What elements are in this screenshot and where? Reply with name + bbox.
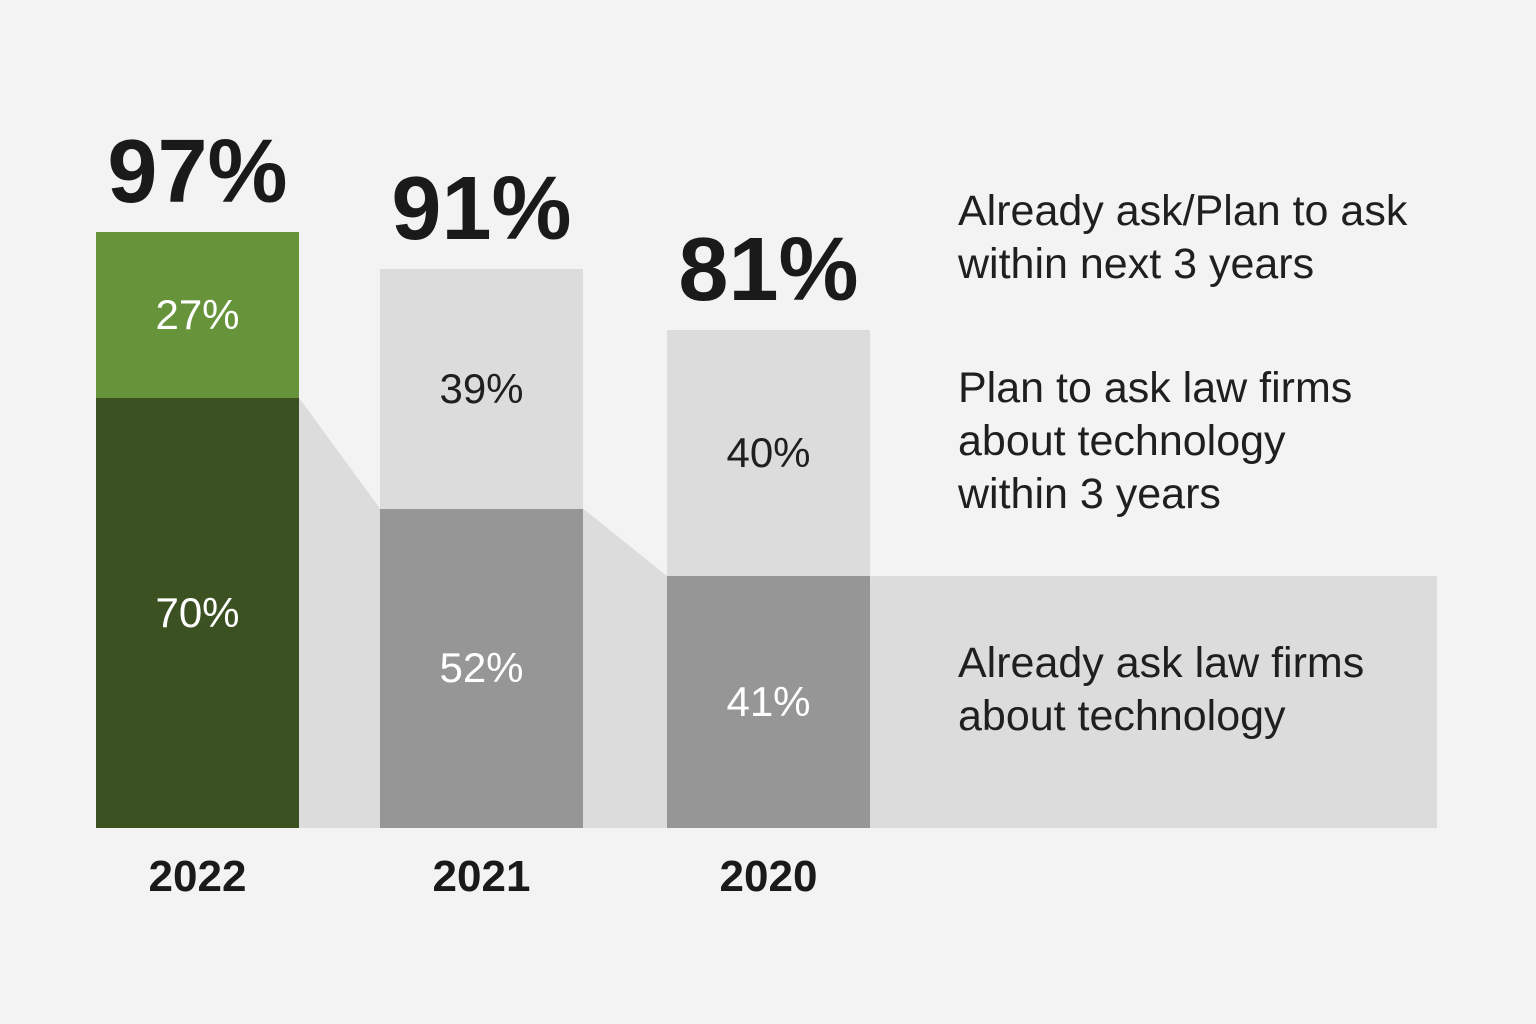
ribbon-2021-2020 <box>583 508 667 828</box>
total-label-2022: 97% <box>107 122 288 223</box>
segment-value-label: 40% <box>726 429 811 477</box>
axis-label-2021: 2021 <box>432 852 531 901</box>
segment-plan-2020: 40% <box>667 330 870 577</box>
segment-plan-2022: 27% <box>96 232 299 398</box>
segment-value-label: 27% <box>155 290 240 338</box>
total-label-2020: 81% <box>678 220 859 321</box>
segment-value-label: 39% <box>439 364 524 412</box>
axis-label-2022: 2022 <box>148 852 247 901</box>
segment-already-2022: 70% <box>96 397 299 828</box>
ribbon-2022-2021 <box>299 397 380 828</box>
segment-value-label: 70% <box>155 588 240 636</box>
legend-plan: Plan to ask law firms about technology w… <box>958 364 1353 518</box>
segment-value-label: 52% <box>439 644 524 692</box>
already-ask-band <box>870 576 1437 828</box>
segment-plan-2021: 39% <box>380 268 583 509</box>
total-label-2021: 91% <box>391 158 572 259</box>
segment-value-label: 41% <box>726 678 811 726</box>
legend-already: Already ask law firms about technology <box>958 639 1365 740</box>
segment-already-2020: 41% <box>667 576 870 828</box>
axis-label-2020: 2020 <box>719 852 818 901</box>
legend-total: Already ask/Plan to ask within next 3 ye… <box>958 187 1408 288</box>
segment-already-2021: 52% <box>380 508 583 828</box>
